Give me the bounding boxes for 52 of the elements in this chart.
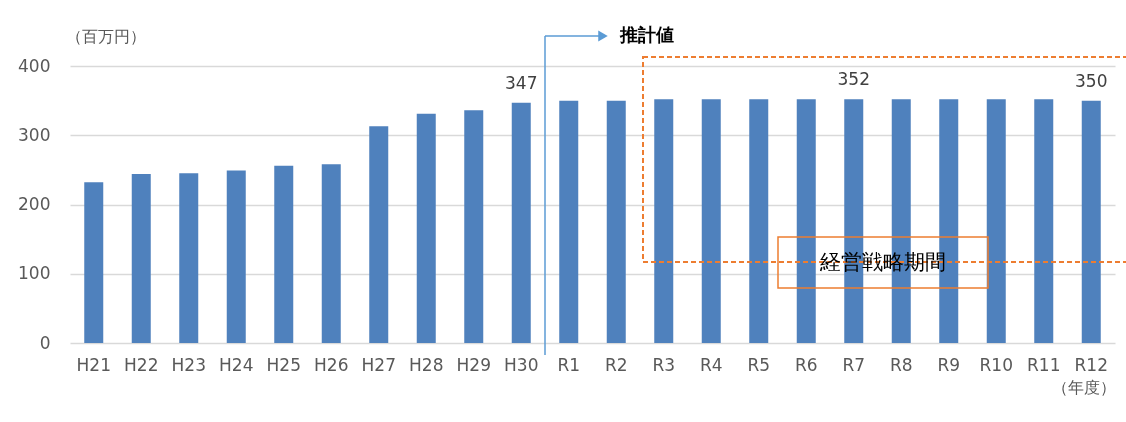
bar — [84, 182, 104, 343]
bar — [559, 100, 579, 343]
bar — [1081, 100, 1101, 343]
bar — [654, 99, 674, 343]
bar — [796, 99, 816, 343]
bar — [1034, 99, 1054, 343]
y-tick-label: 300 — [18, 124, 51, 145]
bar — [511, 102, 531, 343]
x-tick-label: H22 — [124, 354, 159, 375]
bar — [226, 170, 246, 343]
bar — [701, 99, 721, 343]
data-label: 350 — [1075, 70, 1108, 91]
bar — [274, 165, 294, 343]
bar — [321, 164, 341, 343]
data-label: 347 — [505, 72, 538, 93]
x-tick-label: R12 — [1074, 354, 1108, 375]
x-tick-label: H27 — [361, 354, 396, 375]
x-tick-label: H24 — [219, 354, 254, 375]
bar — [369, 126, 389, 343]
x-tick-label: R11 — [1027, 354, 1061, 375]
x-tick-label: H25 — [266, 354, 301, 375]
y-tick-label: 400 — [18, 55, 51, 76]
x-tick-label: R2 — [604, 354, 628, 375]
x-tick-label: R6 — [794, 354, 818, 375]
x-tick-label: R3 — [652, 354, 676, 375]
x-tick-label: R4 — [699, 354, 723, 375]
x-tick-label: H30 — [504, 354, 539, 375]
bar — [416, 113, 436, 343]
x-tick-label: H29 — [456, 354, 491, 375]
x-tick-label: H26 — [314, 354, 349, 375]
x-tick-label: R8 — [889, 354, 913, 375]
bar — [464, 110, 484, 343]
bar — [131, 174, 151, 343]
bar — [986, 99, 1006, 343]
x-tick-label: R7 — [842, 354, 866, 375]
x-tick-label: H21 — [76, 354, 111, 375]
x-tick-label: H28 — [409, 354, 444, 375]
bar — [606, 100, 626, 343]
bar — [179, 173, 199, 343]
x-tick-label: R9 — [937, 354, 961, 375]
x-tick-label: R5 — [747, 354, 771, 375]
data-label: 352 — [837, 69, 870, 90]
x-tick-label: R1 — [557, 354, 581, 375]
x-axis-title: （年度） — [1051, 377, 1116, 397]
bar — [749, 99, 769, 343]
x-tick-label: R10 — [979, 354, 1013, 375]
ref-line-label: 推計値 — [619, 24, 674, 45]
y-tick-label: 200 — [18, 194, 51, 214]
x-tick-label: H23 — [171, 354, 206, 375]
y-axis-title: （百万円） — [65, 26, 146, 46]
y-tick-label: 0 — [39, 332, 51, 353]
y-tick-label: 100 — [18, 263, 51, 284]
